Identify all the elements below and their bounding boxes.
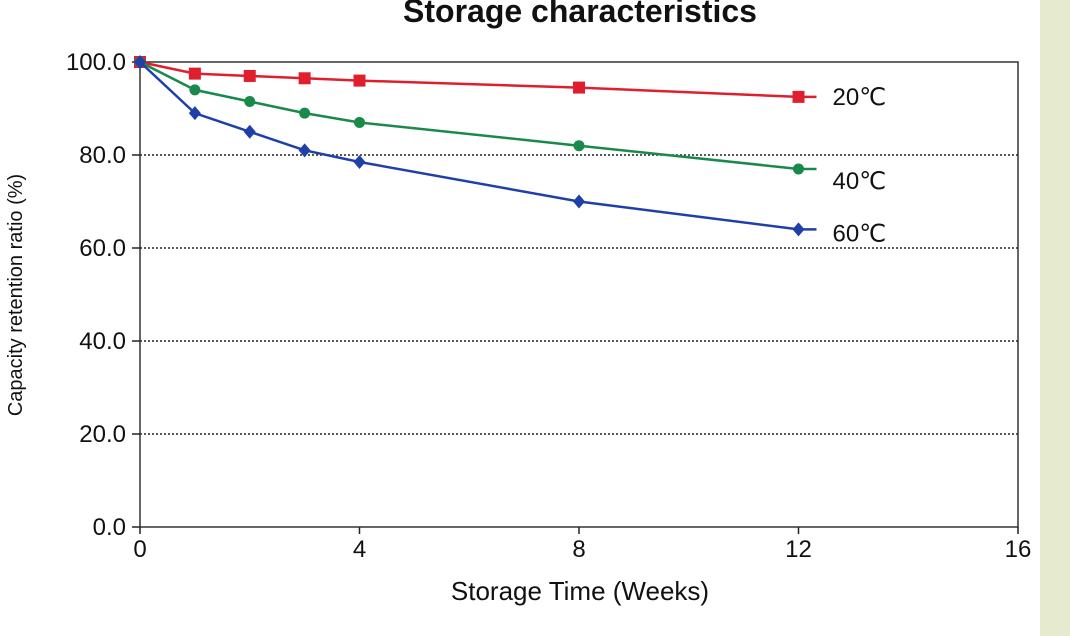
data-point [354, 116, 365, 128]
data-point [298, 72, 311, 85]
data-point [188, 67, 201, 80]
y-tick-label-40: 40.0 [79, 328, 126, 355]
x-tick-label-16: 16 [1005, 536, 1032, 563]
data-point [299, 107, 311, 119]
x-tick-label-12: 12 [785, 536, 812, 563]
series-label-3: 60℃ [833, 220, 887, 247]
series-line-2 [139, 60, 817, 171]
series-label-1: 20℃ [833, 84, 887, 111]
y-tick-label-0: 0.0 [93, 514, 126, 541]
data-point [793, 163, 804, 175]
y-axis-label: Capacity retention ratio (%) [5, 174, 27, 416]
y-tick-label-100: 100.0 [66, 49, 126, 76]
series-line-3 [139, 61, 817, 231]
chart-title: Storage characteristics [403, 0, 757, 29]
data-point [792, 222, 805, 237]
y-axis-ticks: 0.0 20.0 40.0 60.0 80.0 100.0 [66, 49, 140, 541]
data-point [243, 69, 256, 82]
series-3 [134, 55, 817, 237]
data-point [573, 194, 585, 209]
data-point [573, 81, 585, 94]
x-tick-label-0: 0 [133, 536, 146, 563]
data-point [353, 154, 366, 169]
series-line-1 [139, 60, 817, 99]
series-2 [134, 56, 817, 175]
x-axis-label: Storage Time (Weeks) [451, 576, 709, 606]
x-axis-ticks: 0 4 8 12 16 [133, 527, 1031, 563]
y-tick-label-60: 60.0 [79, 235, 126, 262]
x-tick-label-4: 4 [353, 536, 366, 563]
data-point [244, 96, 256, 108]
series-label-2: 40℃ [833, 168, 887, 195]
series-group [134, 55, 817, 237]
data-point [792, 90, 805, 103]
data-point [243, 124, 256, 139]
y-tick-label-80: 80.0 [79, 142, 126, 169]
series-labels: 20℃ 40℃ 60℃ [833, 84, 887, 248]
x-tick-label-8: 8 [572, 536, 585, 563]
data-point [188, 106, 201, 121]
chart-panel [0, 0, 1040, 636]
data-point [189, 84, 201, 96]
y-tick-label-20: 20.0 [79, 421, 126, 448]
data-point [298, 143, 311, 158]
data-point [353, 74, 366, 87]
data-point [573, 140, 585, 152]
data-point [134, 55, 146, 69]
